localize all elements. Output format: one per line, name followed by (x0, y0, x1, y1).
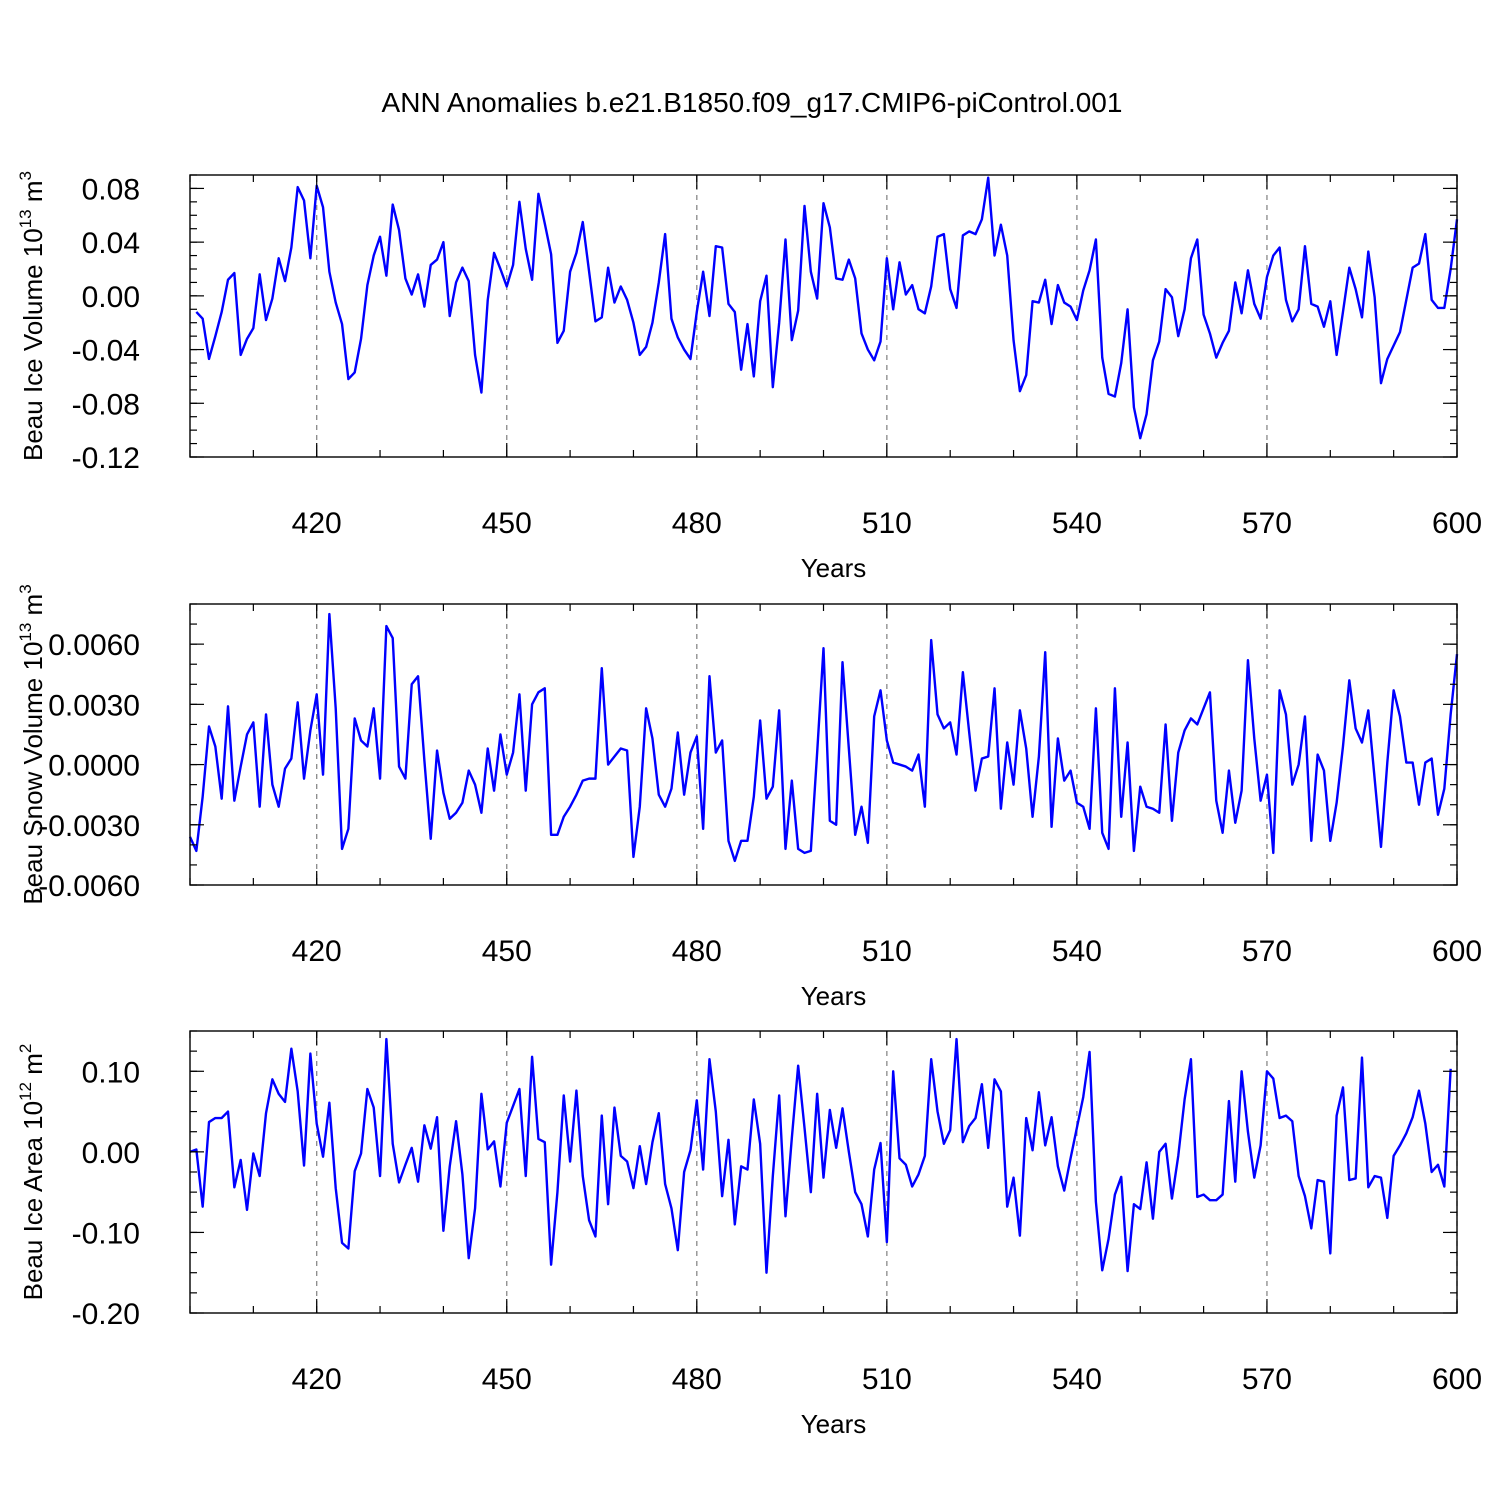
panel-2: 420 450 480 510 540 570 600 0.0060 0.0030 0.0000 -… (16, 584, 1482, 1011)
x-tick-label: 540 (1052, 935, 1102, 968)
x-tick-label: 570 (1242, 935, 1292, 968)
y-axis-label-part: 13 (16, 209, 35, 228)
series-line (195, 176, 1459, 440)
x-tick-label: 450 (482, 935, 532, 968)
y-axis-label-part: 2 (16, 1044, 35, 1053)
y-axis-label-part: Beau Ice Area 10 (18, 1101, 48, 1300)
y-tick-label: -0.12 (72, 442, 140, 475)
x-tick-label: 540 (1052, 507, 1102, 540)
x-tick-label: 480 (672, 507, 722, 540)
y-axis-label-part: 3 (16, 584, 35, 593)
y-axis-label-part: m (18, 1053, 48, 1082)
y-tick-label: -0.10 (72, 1217, 140, 1250)
y-axis-label-part: m (18, 180, 48, 209)
x-axis-label: Years (801, 1409, 867, 1439)
y-tick-label: 0.10 (82, 1056, 140, 1089)
y-tick-label: 0.0000 (48, 750, 140, 783)
x-axis-label: Years (801, 553, 867, 583)
y-tick-label: 0.08 (82, 173, 140, 206)
y-axis-label-part: m (18, 594, 48, 623)
x-tick-label: 570 (1242, 1363, 1292, 1396)
x-tick-label: 600 (1432, 935, 1482, 968)
y-tick-label: -0.0060 (38, 870, 140, 903)
y-axis-label-part: 3 (16, 171, 35, 180)
y-axis-label: Beau Ice Volume 1013 m3 (16, 171, 48, 461)
x-tick-label: 510 (862, 507, 912, 540)
x-axis-label: Years (801, 981, 867, 1011)
x-tick-label: 420 (292, 507, 342, 540)
panel-1: 420 450 480 510 540 570 600 0.08 0.04 0.00 -0.04 -0… (16, 171, 1482, 583)
y-tick-label: 0.0030 (48, 689, 140, 722)
panel-3: 420 450 480 510 540 570 600 0.10 0.00 -0.10 -0.20 Y… (16, 1030, 1482, 1439)
y-tick-label: -0.08 (72, 388, 140, 421)
panels: 420 450 480 510 540 570 600 0.08 0.04 0.00 -0.04 -0… (16, 171, 1482, 1439)
y-tick-label: -0.04 (72, 335, 140, 368)
y-tick-label: -0.20 (72, 1298, 140, 1331)
x-tick-label: 510 (862, 1363, 912, 1396)
x-tick-label: 510 (862, 935, 912, 968)
y-tick-label: 0.04 (82, 227, 140, 260)
x-tick-label: 570 (1242, 507, 1292, 540)
series-line (189, 1037, 1452, 1274)
y-axis-label: Beau Ice Area 1012 m2 (16, 1044, 48, 1301)
series-line (188, 612, 1459, 863)
x-tick-label: 420 (292, 1363, 342, 1396)
x-tick-label: 480 (672, 1363, 722, 1396)
y-axis-label: Beau Snow Volume 1013 m3 (16, 584, 48, 904)
x-tick-label: 540 (1052, 1363, 1102, 1396)
y-axis-label-part: 12 (16, 1082, 35, 1101)
x-tick-label: 480 (672, 935, 722, 968)
y-axis-label-part: 13 (16, 623, 35, 642)
x-tick-label: 450 (482, 1363, 532, 1396)
y-tick-label: 0.00 (82, 1137, 140, 1170)
y-axis-label-part: Beau Snow Volume 10 (18, 642, 48, 905)
x-tick-label: 450 (482, 507, 532, 540)
y-axis-label-part: Beau Ice Volume 10 (18, 228, 48, 461)
x-tick-label: 600 (1432, 507, 1482, 540)
x-tick-label: 600 (1432, 1363, 1482, 1396)
y-tick-label: -0.0030 (38, 810, 140, 843)
y-tick-label: 0.00 (82, 281, 140, 314)
y-tick-label: 0.0060 (48, 629, 140, 662)
x-tick-label: 420 (292, 935, 342, 968)
figure-title: ANN Anomalies b.e21.B1850.f09_g17.CMIP6-… (382, 87, 1123, 118)
